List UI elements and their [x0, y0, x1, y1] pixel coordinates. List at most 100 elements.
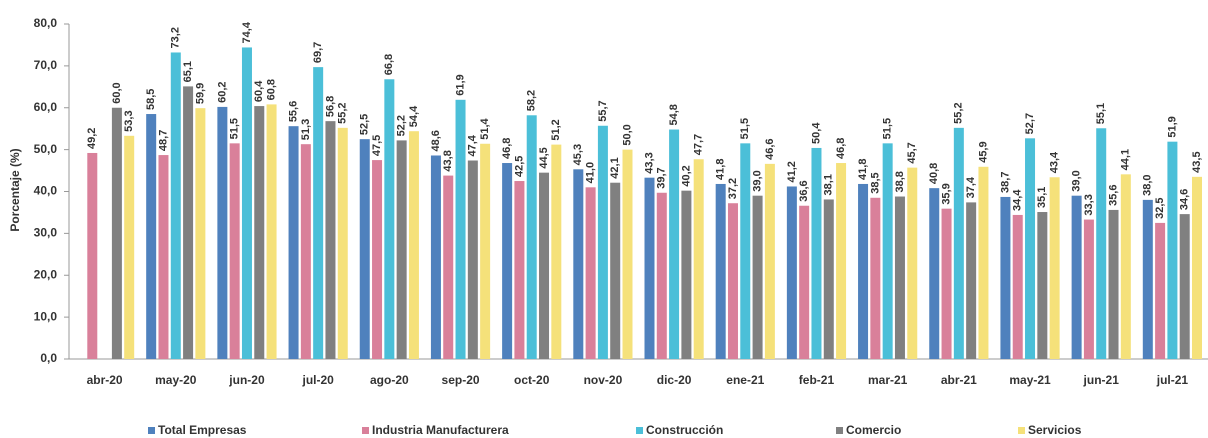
value-label: 73,2	[170, 27, 182, 48]
bar	[858, 183, 869, 359]
bar	[372, 160, 383, 359]
value-label: 34,4	[1012, 189, 1024, 211]
y-tick-label: 40,0	[34, 184, 58, 198]
value-label: 33,3	[1083, 194, 1095, 215]
value-label: 39,0	[1071, 170, 1083, 191]
value-label: 56,8	[324, 96, 336, 117]
value-label: 51,5	[229, 118, 241, 139]
bar	[158, 155, 169, 359]
value-label: 55,7	[597, 100, 609, 121]
bar	[836, 163, 847, 359]
value-label: 60,0	[111, 82, 123, 103]
value-label: 37,4	[965, 176, 977, 198]
bar	[823, 199, 834, 359]
bar	[254, 106, 265, 359]
bar	[480, 143, 491, 359]
bar	[1192, 176, 1203, 359]
value-label: 46,6	[764, 138, 776, 159]
bar	[300, 144, 311, 359]
value-label: 36,6	[798, 180, 810, 201]
bar	[408, 131, 419, 359]
bar	[430, 155, 441, 359]
bar	[443, 175, 454, 359]
value-label: 55,2	[953, 102, 965, 123]
x-tick-label: mar-21	[868, 373, 908, 387]
value-label: 45,9	[977, 141, 989, 162]
bar	[170, 52, 181, 359]
value-label: 54,8	[668, 104, 680, 125]
bar	[669, 129, 680, 359]
legend-label: Construcción	[646, 423, 723, 437]
bar	[1012, 214, 1023, 359]
value-label: 51,4	[479, 117, 491, 139]
value-label: 48,6	[430, 130, 442, 151]
y-tick-label: 20,0	[34, 267, 58, 281]
value-label: 47,4	[467, 134, 479, 156]
bar	[1083, 219, 1094, 359]
value-label: 45,3	[572, 144, 584, 165]
bar	[870, 197, 881, 359]
value-label: 55,1	[1095, 103, 1107, 124]
x-tick-label: jun-21	[1083, 373, 1120, 387]
bar	[241, 47, 252, 359]
x-tick-label: abr-20	[87, 373, 123, 387]
legend-swatch	[1018, 427, 1025, 434]
value-label: 43,3	[643, 152, 655, 173]
bar	[907, 167, 918, 359]
x-tick-label: oct-20	[514, 373, 550, 387]
bar	[1108, 209, 1119, 359]
bar	[764, 163, 775, 359]
value-label: 37,2	[727, 178, 739, 199]
bar	[384, 79, 395, 360]
bar	[811, 147, 822, 359]
bar	[1155, 222, 1166, 359]
bar	[1167, 141, 1178, 359]
value-label: 38,7	[999, 172, 1011, 193]
value-label: 69,7	[312, 42, 324, 63]
value-label: 60,2	[216, 81, 228, 102]
value-label: 59,9	[194, 83, 206, 104]
value-label: 41,0	[585, 162, 597, 183]
bar	[266, 104, 277, 360]
value-label: 41,8	[857, 159, 869, 180]
bar	[1142, 199, 1153, 359]
bar	[313, 67, 324, 359]
legend-label: Total Empresas	[158, 423, 247, 437]
bar	[1037, 212, 1048, 359]
value-label: 45,7	[906, 142, 918, 163]
value-label: 43,4	[1049, 151, 1061, 173]
value-label: 53,3	[123, 110, 135, 131]
bar	[715, 183, 726, 359]
value-label: 74,4	[241, 21, 253, 43]
value-label: 42,1	[609, 157, 621, 178]
bar	[359, 139, 370, 359]
legend-swatch	[362, 427, 369, 434]
value-label: 41,8	[715, 159, 727, 180]
bar	[597, 125, 608, 359]
value-label: 44,5	[538, 147, 550, 168]
bar	[953, 127, 964, 359]
bar	[455, 99, 466, 359]
value-label: 50,4	[810, 122, 822, 144]
legend-label: Servicios	[1028, 423, 1082, 437]
bar	[573, 169, 584, 359]
bar	[752, 195, 763, 359]
bar	[882, 143, 893, 359]
value-label: 39,7	[656, 167, 668, 188]
value-label: 34,6	[1179, 189, 1191, 210]
value-label: 39,0	[751, 170, 763, 191]
y-axis-title: Porcentaje (%)	[8, 148, 22, 231]
value-label: 65,1	[182, 61, 194, 82]
x-tick-label: feb-21	[799, 373, 835, 387]
bar	[681, 190, 692, 359]
bar	[195, 108, 206, 359]
bar	[539, 172, 550, 359]
value-label: 52,7	[1024, 113, 1036, 134]
value-label: 50,0	[621, 124, 633, 145]
bar	[124, 135, 135, 359]
bar	[1071, 195, 1082, 359]
bar	[514, 181, 525, 359]
value-label: 43,8	[442, 150, 454, 171]
x-tick-label: ago-20	[370, 373, 409, 387]
